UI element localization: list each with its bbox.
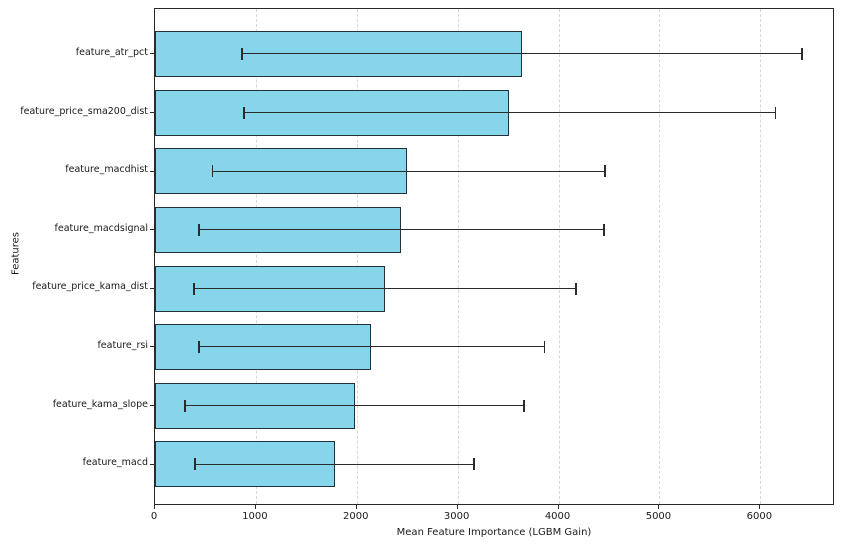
bar-row — [155, 25, 833, 84]
y-tick-label: feature_atr_pct — [75, 47, 148, 58]
bar-row — [155, 377, 833, 436]
x-tick-label: 2000 — [343, 511, 369, 522]
gridline — [255, 9, 257, 504]
y-tick-mark — [150, 463, 154, 465]
bar-row — [155, 84, 833, 143]
error-bar-cap — [472, 458, 475, 471]
x-tick-label: 0 — [150, 511, 158, 522]
error-bar-cap — [774, 106, 777, 119]
y-tick-label: feature_kama_slope — [52, 398, 148, 410]
error-bar-cap — [194, 458, 197, 471]
y-tick-label: feature_price_kama_dist — [32, 281, 148, 293]
y-tick-label: feature_price_sma200_dist — [20, 105, 148, 117]
error-bar-cap — [800, 48, 803, 61]
x-tick-mark — [456, 505, 458, 509]
error-bar-cap — [242, 106, 245, 119]
x-tick-label: 4000 — [544, 511, 571, 522]
gridline — [659, 9, 661, 504]
bar-row — [155, 318, 833, 377]
error-bar — [243, 111, 776, 113]
error-bar — [241, 53, 802, 55]
x-tick-mark — [557, 505, 559, 509]
error-bar — [212, 170, 605, 172]
error-bar-cap — [193, 282, 196, 295]
y-tick-label: feature_macdhist — [65, 164, 148, 176]
y-tick-mark — [150, 229, 154, 231]
error-bar — [199, 346, 545, 348]
error-bar-cap — [198, 341, 201, 354]
error-bar-cap — [198, 224, 201, 237]
x-tick-label: 6000 — [746, 511, 773, 522]
x-tick-mark — [254, 505, 256, 509]
x-tick-label: 3000 — [443, 511, 470, 522]
x-axis-label: Mean Feature Importance (LGBM Gain) — [396, 527, 592, 538]
error-bar-cap — [184, 399, 187, 412]
error-bar-cap — [240, 48, 243, 61]
error-bar-cap — [604, 165, 606, 178]
y-tick-mark — [150, 170, 154, 172]
y-axis-label: Features — [10, 232, 22, 275]
bar-row — [155, 435, 833, 494]
gridline — [760, 9, 762, 504]
plot-area — [154, 8, 834, 505]
error-bar-cap — [574, 282, 577, 295]
y-tick-mark — [150, 287, 154, 289]
y-tick-label: feature_rsi — [97, 340, 148, 351]
error-bar — [199, 229, 604, 231]
bar-row — [155, 142, 833, 201]
y-tick-mark — [150, 346, 154, 348]
bar-row — [155, 201, 833, 260]
gridline — [558, 9, 560, 504]
y-tick-label: feature_macdsignal — [54, 222, 148, 234]
y-tick-mark — [150, 53, 154, 55]
error-bar-cap — [523, 399, 526, 412]
y-tick-mark — [150, 404, 154, 406]
gridline — [457, 9, 459, 504]
error-bar — [195, 463, 474, 465]
bar-row — [155, 259, 833, 318]
x-tick-mark — [658, 505, 660, 509]
gridline — [356, 9, 358, 504]
y-tick-label: feature_macd — [82, 457, 148, 469]
x-tick-mark — [154, 505, 155, 509]
error-bar-cap — [211, 165, 214, 178]
error-bar — [194, 287, 576, 289]
error-bar-cap — [603, 224, 605, 237]
x-tick-label: 1000 — [242, 511, 268, 522]
error-bar-cap — [543, 341, 546, 354]
y-tick-mark — [150, 111, 154, 113]
x-tick-mark — [759, 505, 761, 509]
x-tick-label: 5000 — [645, 511, 672, 522]
error-bar — [185, 404, 525, 406]
x-tick-mark — [355, 505, 357, 509]
